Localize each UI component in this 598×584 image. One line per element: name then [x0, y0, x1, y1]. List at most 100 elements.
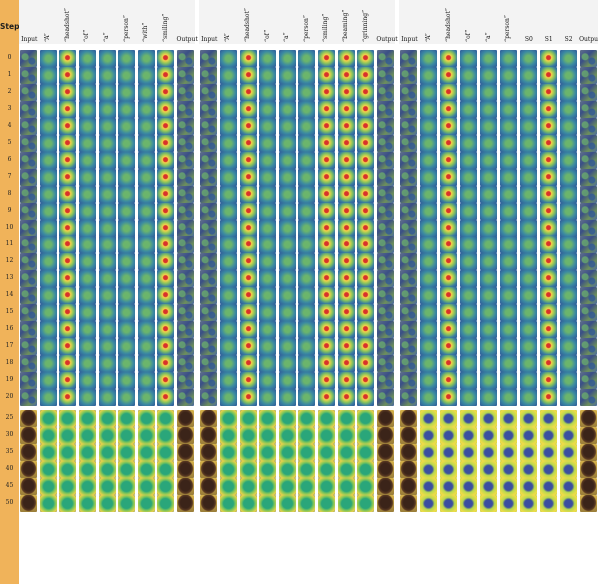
attention-map-cell	[298, 372, 316, 390]
attention-map-cell	[239, 460, 257, 478]
attention-map-cell	[400, 151, 418, 169]
attention-map-cell	[317, 185, 335, 203]
attention-map-cell	[579, 50, 597, 67]
attention-map-cell	[298, 185, 316, 203]
attention-map-cell	[376, 494, 394, 512]
attention-map-cell	[440, 477, 458, 495]
attention-map-cell	[78, 219, 96, 237]
attention-map-cell	[118, 355, 136, 373]
attention-map-cell	[559, 338, 577, 356]
attention-map-cell	[357, 236, 375, 254]
attention-map-cell	[20, 355, 38, 373]
attention-map-cell	[78, 494, 96, 512]
attention-map-cell	[157, 236, 175, 254]
column-label: S0	[524, 36, 533, 43]
attention-map-cell	[78, 338, 96, 356]
attention-map-cell	[539, 270, 557, 288]
attention-map-cell	[519, 151, 537, 169]
attention-map-cell	[499, 117, 517, 135]
attention-map-cell	[440, 50, 458, 67]
attention-map-cell	[539, 477, 557, 495]
attention-map-cell	[559, 409, 577, 427]
attention-map-cell	[259, 460, 277, 478]
panel-header	[19, 0, 195, 44]
attention-map-cell	[98, 151, 116, 169]
attention-map-cell	[137, 321, 155, 339]
attention-map-cell	[539, 338, 557, 356]
attention-map-cell	[298, 236, 316, 254]
attention-map-cell	[219, 389, 237, 406]
attention-map-cell	[200, 477, 218, 495]
attention-map-cell	[400, 66, 418, 84]
step-label: 6	[7, 155, 12, 163]
attention-map-cell	[20, 219, 38, 237]
step-label: 35	[5, 447, 14, 455]
panel-header	[199, 0, 395, 44]
attention-map-cell	[59, 409, 77, 427]
attention-map-cell	[78, 134, 96, 152]
attention-map-cell	[519, 304, 537, 322]
attention-map-cell	[278, 321, 296, 339]
attention-map-cell	[118, 117, 136, 135]
attention-map-cell	[278, 50, 296, 67]
attention-map-cell	[440, 304, 458, 322]
attention-map-cell	[579, 389, 597, 406]
attention-map-cell	[59, 372, 77, 390]
attention-map-cell	[98, 426, 116, 444]
attention-map-cell	[200, 66, 218, 84]
attention-map-cell	[357, 134, 375, 152]
attention-map-cell	[176, 460, 194, 478]
attention-map-cell	[176, 134, 194, 152]
attention-map-cell	[118, 389, 136, 406]
attention-map-cell	[78, 117, 96, 135]
attention-map-cell	[376, 66, 394, 84]
attention-map-cell	[357, 409, 375, 427]
attention-map-cell	[157, 321, 175, 339]
attention-map-cell	[298, 219, 316, 237]
attention-map-cell	[460, 338, 478, 356]
attention-map-cell	[78, 477, 96, 495]
attention-map-cell	[337, 494, 355, 512]
attention-map-cell	[176, 270, 194, 288]
attention-map-cell	[519, 426, 537, 444]
step-label: 14	[5, 291, 14, 299]
attention-map-cell	[259, 338, 277, 356]
attention-map-cell	[278, 168, 296, 186]
attention-map-cell	[559, 100, 577, 118]
attention-map-cell	[559, 460, 577, 478]
attention-map-cell	[39, 134, 57, 152]
attention-map-cell	[259, 372, 277, 390]
attention-map-cell	[376, 151, 394, 169]
attention-map-cell	[440, 409, 458, 427]
attention-map-cell	[278, 100, 296, 118]
attention-map-cell	[579, 236, 597, 254]
attention-map-cell	[78, 270, 96, 288]
attention-map-cell	[20, 66, 38, 84]
attention-map-cell	[157, 202, 175, 220]
attention-map-cell	[420, 409, 438, 427]
attention-map-cell	[118, 372, 136, 390]
step-label: 16	[5, 325, 14, 333]
attention-map-cell	[519, 494, 537, 512]
attention-map-cell	[20, 460, 38, 478]
attention-map-cell	[39, 50, 57, 67]
attention-map-cell	[137, 338, 155, 356]
attention-map-cell	[579, 185, 597, 203]
attention-map-cell	[157, 83, 175, 101]
attention-map-cell	[579, 338, 597, 356]
attention-map-cell	[219, 460, 237, 478]
attention-map-cell	[337, 443, 355, 461]
attention-map-cell	[298, 100, 316, 118]
attention-map-cell	[357, 117, 375, 135]
attention-map-cell	[298, 202, 316, 220]
attention-map-cell	[78, 151, 96, 169]
attention-map-cell	[78, 185, 96, 203]
attention-map-cell	[98, 389, 116, 406]
attention-map-cell	[559, 321, 577, 339]
attention-map-cell	[20, 372, 38, 390]
attention-map-cell	[420, 219, 438, 237]
attention-map-cell	[59, 355, 77, 373]
attention-map-cell	[559, 477, 577, 495]
column-label: Input	[401, 36, 418, 43]
attention-map-cell	[98, 50, 116, 67]
